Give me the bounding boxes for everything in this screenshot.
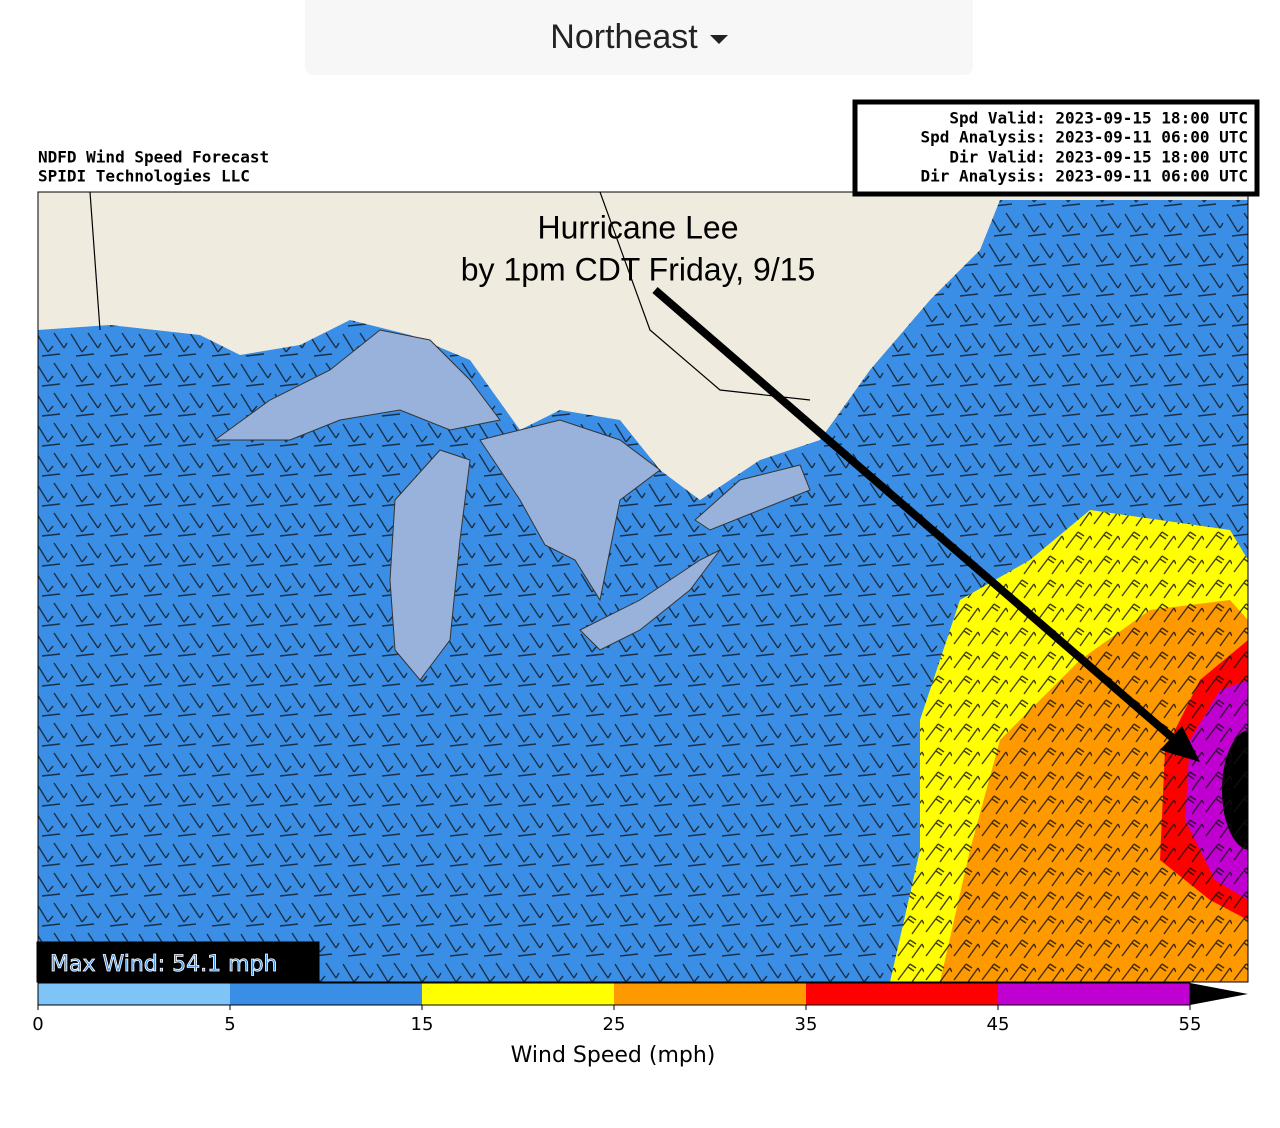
annotation-line: by 1pm CDT Friday, 9/15 — [461, 251, 816, 287]
lake-ontario — [694, 464, 811, 531]
colorbar-segment — [998, 983, 1190, 1005]
info-line: Dir Valid: 2023-09-15 18:00 UTC — [949, 148, 1248, 167]
max-wind-box — [36, 941, 320, 983]
lake-erie — [579, 549, 721, 651]
info-line: Spd Valid: 2023-09-15 18:00 UTC — [949, 109, 1248, 128]
colorbar-tick-label: 55 — [1179, 1014, 1202, 1035]
region-dropdown[interactable]: Northeast — [305, 0, 973, 75]
colorbar-segment — [422, 983, 614, 1005]
map — [38, 192, 1248, 982]
caret — [709, 35, 728, 44]
colorbar-extend — [1190, 983, 1248, 1005]
info-line: Dir Analysis: 2023-09-11 06:00 UTC — [920, 167, 1248, 186]
lake-huron — [479, 419, 661, 602]
max-wind: Max Wind: 54.1 mph — [50, 952, 278, 977]
colorbar-segment — [614, 983, 806, 1005]
colorbar-tick-label: 35 — [795, 1014, 818, 1035]
header-line: SPIDI Technologies LLC — [38, 167, 250, 186]
colorbar-segment — [38, 983, 230, 1005]
header-line: NDFD Wind Speed Forecast — [38, 148, 269, 167]
arrow-head — [1160, 726, 1200, 762]
hurricane-barbs — [890, 510, 1248, 982]
dropdown-label: Northeast — [550, 18, 698, 56]
annotation-arrow — [652, 286, 1178, 744]
borders — [89, 192, 811, 401]
map-frame — [37, 191, 1249, 983]
colorbar-tick-label: 15 — [411, 1014, 434, 1035]
colorbar-tick-label: 25 — [603, 1014, 626, 1035]
colorbar-label: Wind Speed (mph) — [511, 1043, 716, 1068]
lake-michigan — [389, 449, 471, 681]
annotation-line: Hurricane Lee — [538, 209, 739, 245]
colorbar: 0 5 15 25 35 45 55 — [32, 982, 1248, 1035]
colorbar-tick-label: 5 — [224, 1014, 235, 1035]
info-line: Spd Analysis: 2023-09-11 06:00 UTC — [920, 128, 1248, 147]
colorbar-tick-label: 45 — [987, 1014, 1010, 1035]
info-box — [852, 99, 1260, 197]
colorbar-tick-label: 0 — [32, 1014, 43, 1035]
colorbar-segment — [230, 983, 422, 1005]
lake-superior — [213, 329, 501, 441]
colorbar-segment — [806, 983, 998, 1005]
